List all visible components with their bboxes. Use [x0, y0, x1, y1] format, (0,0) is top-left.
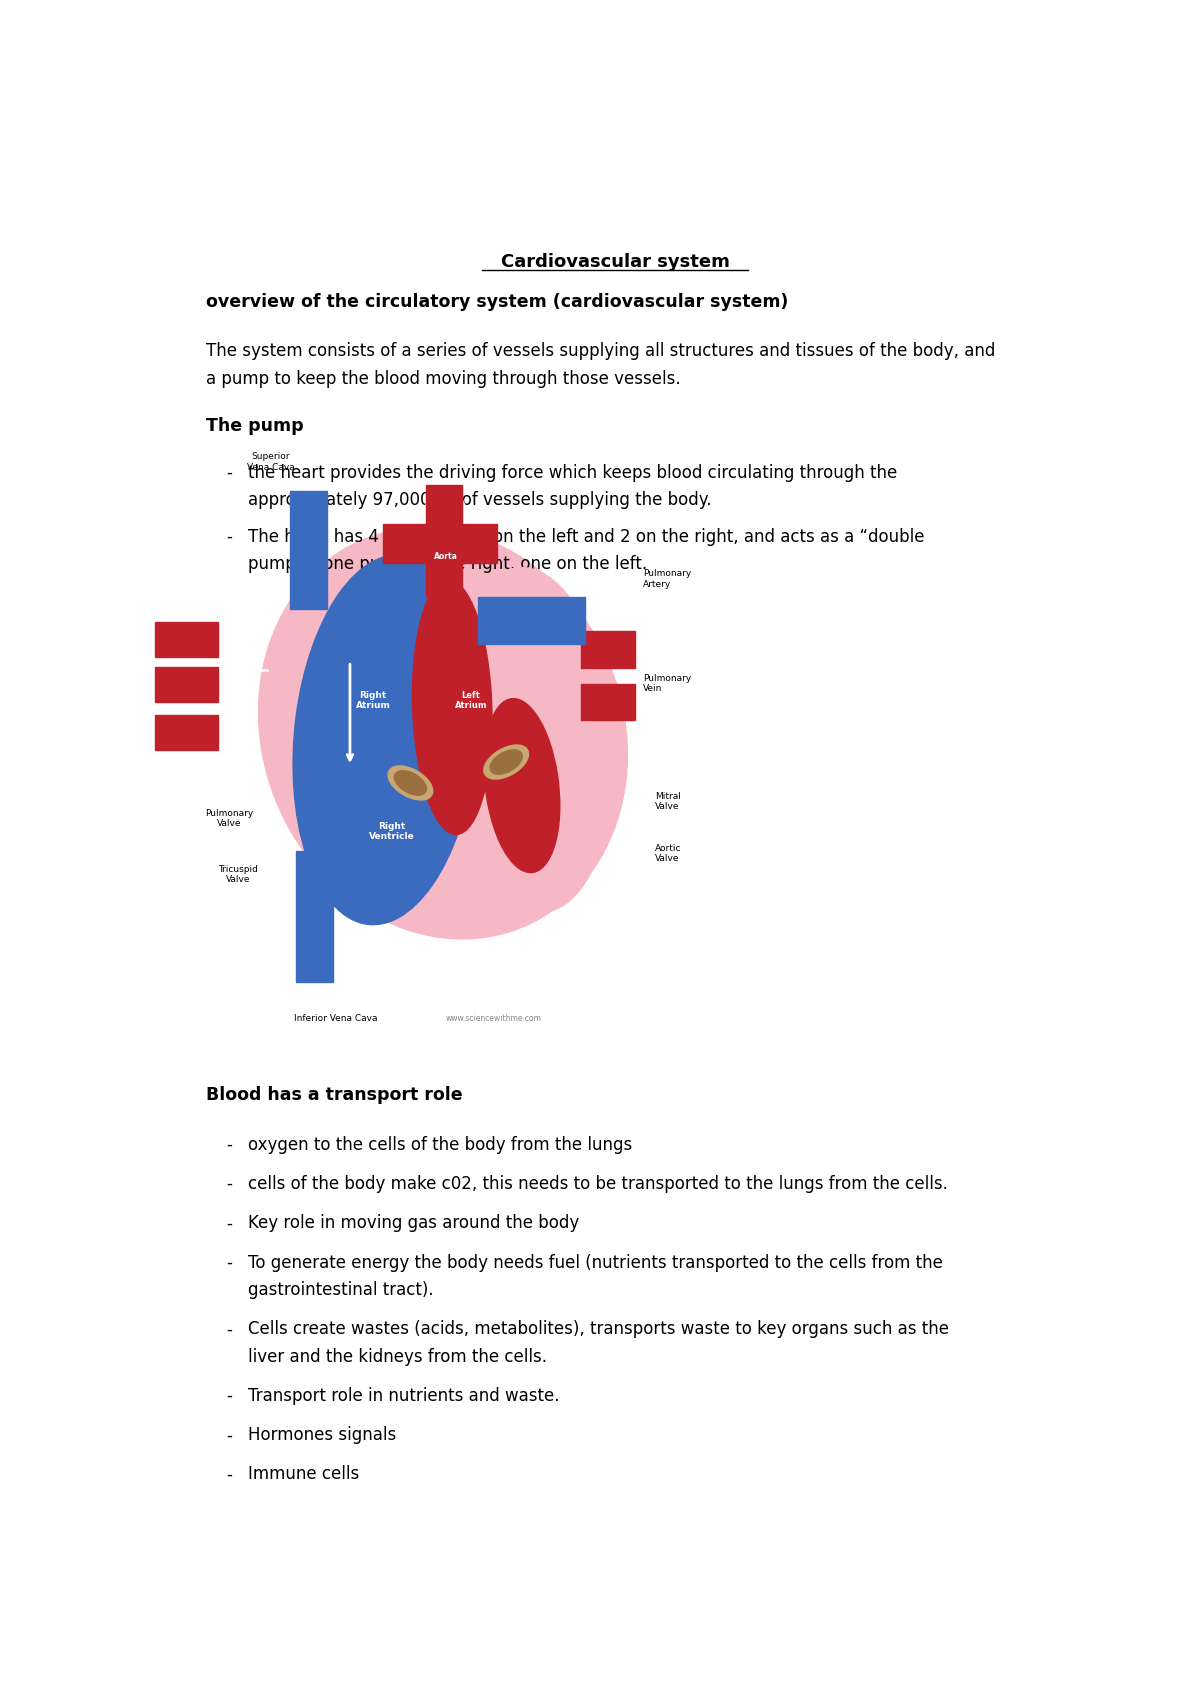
FancyBboxPatch shape [289, 491, 326, 610]
FancyBboxPatch shape [155, 667, 218, 701]
Ellipse shape [490, 751, 522, 774]
Ellipse shape [413, 579, 492, 834]
Text: Key role in moving gas around the body: Key role in moving gas around the body [247, 1214, 578, 1233]
Text: -: - [227, 464, 232, 482]
Text: Pulmonary
Artery: Pulmonary Artery [643, 569, 691, 589]
Text: a pump to keep the blood moving through those vessels.: a pump to keep the blood moving through … [206, 370, 680, 387]
Text: Pulmonary
Valve: Pulmonary Valve [205, 808, 253, 829]
Text: The pump: The pump [206, 418, 304, 435]
Text: -: - [227, 1426, 232, 1445]
Text: Aorta: Aorta [434, 552, 457, 562]
Text: -: - [227, 1175, 232, 1194]
Text: Right
Atrium: Right Atrium [355, 691, 391, 710]
Text: gastrointestinal tract).: gastrointestinal tract). [247, 1280, 433, 1299]
Ellipse shape [388, 766, 433, 800]
Text: Inferior Vena Cava: Inferior Vena Cava [294, 1014, 378, 1024]
FancyBboxPatch shape [155, 621, 218, 657]
Text: Tricuspid
Valve: Tricuspid Valve [218, 864, 258, 885]
FancyBboxPatch shape [479, 598, 586, 644]
FancyBboxPatch shape [460, 525, 497, 564]
Text: -: - [227, 1253, 232, 1272]
Text: approximately 97,000km of vessels supplying the body.: approximately 97,000km of vessels supply… [247, 491, 712, 509]
FancyBboxPatch shape [581, 632, 635, 667]
Ellipse shape [484, 698, 560, 873]
Text: -: - [227, 1387, 232, 1404]
Text: Blood has a transport role: Blood has a transport role [206, 1087, 462, 1104]
Text: Mitral
Valve: Mitral Valve [655, 791, 680, 812]
Text: Left
Ventricle: Left Ventricle [505, 795, 548, 815]
Text: overview of the circulatory system (cardiovascular system): overview of the circulatory system (card… [206, 292, 788, 311]
Ellipse shape [395, 771, 426, 795]
Text: Cardiovascular system: Cardiovascular system [500, 253, 730, 272]
Ellipse shape [449, 567, 613, 912]
Text: liver and the kidneys from the cells.: liver and the kidneys from the cells. [247, 1348, 547, 1365]
Text: the heart provides the driving force which keeps blood circulating through the: the heart provides the driving force whi… [247, 464, 896, 482]
Text: -: - [227, 1321, 232, 1338]
Text: The heart has 4 chambers, 2 on the left and 2 on the right, and acts as a “doubl: The heart has 4 chambers, 2 on the left … [247, 528, 924, 547]
Text: Aortic
Valve: Aortic Valve [655, 844, 682, 863]
Text: Right
Ventricle: Right Ventricle [368, 822, 415, 841]
Text: -: - [227, 528, 232, 547]
Text: Left
Atrium: Left Atrium [455, 691, 487, 710]
Text: To generate energy the body needs fuel (nutrients transported to the cells from : To generate energy the body needs fuel (… [247, 1253, 942, 1272]
FancyBboxPatch shape [581, 684, 635, 720]
FancyBboxPatch shape [383, 525, 426, 564]
FancyBboxPatch shape [296, 851, 334, 981]
Text: Cells create wastes (acids, metabolites), transports waste to key organs such as: Cells create wastes (acids, metabolites)… [247, 1321, 949, 1338]
Text: cells of the body make c02, this needs to be transported to the lungs from the c: cells of the body make c02, this needs t… [247, 1175, 948, 1194]
Ellipse shape [258, 528, 628, 939]
Text: The system consists of a series of vessels supplying all structures and tissues : The system consists of a series of vesse… [206, 343, 995, 360]
Ellipse shape [293, 555, 478, 925]
Text: Hormones signals: Hormones signals [247, 1426, 396, 1445]
Text: oxygen to the cells of the body from the lungs: oxygen to the cells of the body from the… [247, 1136, 632, 1155]
Text: Pulmonary
Vein: Pulmonary Vein [643, 674, 691, 693]
Text: -: - [227, 1214, 232, 1233]
Text: Superior
Vena Cava: Superior Vena Cava [247, 452, 295, 472]
Text: pump” – one pump on the right, one on the left.: pump” – one pump on the right, one on th… [247, 555, 647, 574]
Ellipse shape [484, 745, 528, 779]
FancyBboxPatch shape [155, 715, 218, 751]
Text: Transport role in nutrients and waste.: Transport role in nutrients and waste. [247, 1387, 559, 1404]
Text: www.sciencewithme.com: www.sciencewithme.com [446, 1014, 542, 1024]
FancyBboxPatch shape [426, 486, 462, 596]
Text: -: - [227, 1465, 232, 1484]
Text: -: - [227, 1136, 232, 1155]
Text: Immune cells: Immune cells [247, 1465, 359, 1484]
